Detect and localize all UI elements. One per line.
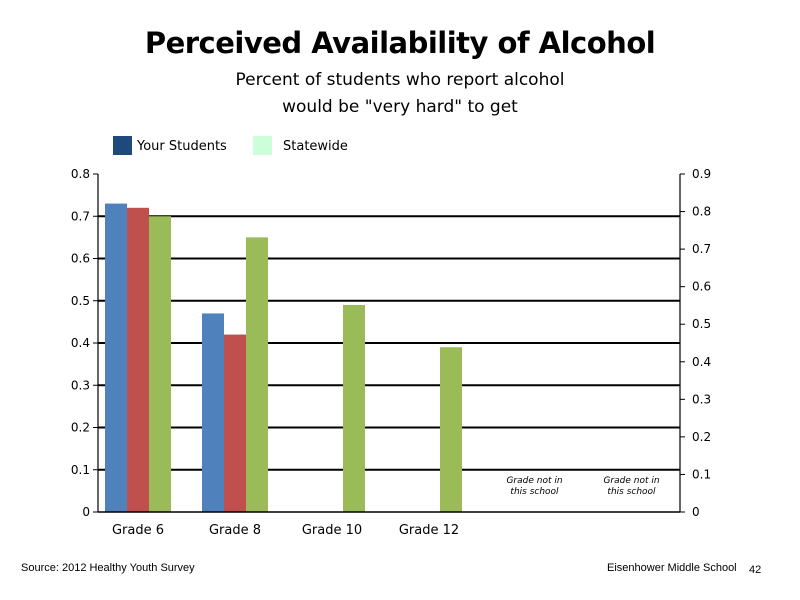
y-left-tick-label: 0.8 [71, 167, 90, 181]
bar-series3-2 [246, 237, 268, 512]
bar-series1-2 [202, 313, 224, 512]
y-right-tick-label: 0.2 [692, 430, 711, 444]
source-note: Source: 2012 Healthy Youth Survey [21, 562, 195, 574]
y-right-tick-label: 0.3 [692, 392, 711, 406]
bar-series3-1 [149, 216, 171, 512]
y-right-tick-label: 0.6 [692, 280, 711, 294]
x-tick-label: Grade 6 [112, 523, 164, 538]
legend-label-statewide: Statewide [283, 139, 348, 154]
y-left-tick-label: 0.7 [71, 209, 90, 223]
y-right-tick-label: 0.1 [692, 467, 711, 481]
y-right-tick-label: 0.4 [692, 355, 711, 369]
y-left-tick-label: 0.6 [71, 252, 90, 266]
y-right-tick-label: 0.9 [692, 167, 711, 181]
y-left-tick-label: 0 [82, 505, 90, 519]
bar-series2-1 [127, 207, 149, 513]
chart-title: Perceived Availability of Alcohol [144, 26, 656, 60]
y-right-tick-label: 0.5 [692, 317, 711, 331]
y-right-tick-label: 0.8 [692, 205, 711, 219]
school-name: Eisenhower Middle School [607, 562, 737, 574]
x-tick-label: Grade 10 [302, 523, 362, 538]
page-number: 42 [749, 564, 762, 576]
annotation-line2: this school [510, 487, 559, 497]
y-left-tick-label: 0.3 [71, 378, 90, 392]
chart-subtitle-line2: would be "very hard" to get [282, 97, 518, 117]
legend-swatch-statewide [253, 136, 272, 155]
y-left-tick-label: 0.4 [71, 336, 90, 350]
legend-label-your-students: Your Students [137, 139, 227, 154]
x-tick-label: Grade 8 [209, 523, 261, 538]
bar-series3-3 [343, 304, 365, 512]
y-right-tick-label: 0 [692, 505, 700, 519]
x-tick-label: Grade 12 [399, 523, 459, 538]
y-left-tick-label: 0.2 [71, 421, 90, 435]
y-right-tick-label: 0.7 [692, 242, 711, 256]
chart-subtitle-line1: Percent of students who report alcohol [235, 70, 565, 90]
annotation-line1: Grade not in [506, 476, 562, 486]
bar-series2-2 [224, 334, 246, 512]
legend-swatch-your-students [113, 136, 132, 155]
annotation-line1: Grade not in [603, 476, 659, 486]
bar-series1-1 [105, 203, 127, 512]
y-left-tick-label: 0.1 [71, 463, 90, 477]
y-left-tick-label: 0.5 [71, 294, 90, 308]
bar-series3-4 [440, 347, 462, 512]
annotation-line2: this school [607, 487, 656, 497]
